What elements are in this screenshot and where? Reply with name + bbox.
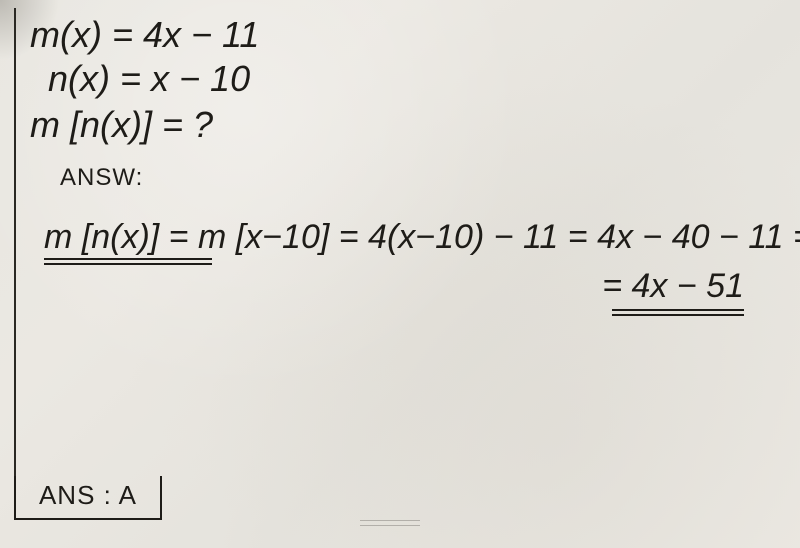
- margin-rule: [14, 8, 16, 478]
- handwritten-content: m(x) = 4x − 11 n(x) = x − 10 m [n(x)] = …: [30, 14, 784, 306]
- result-line: = 4x − 51: [30, 267, 744, 306]
- double-underline-result: [612, 309, 744, 316]
- equation-m-definition: m(x) = 4x − 11: [30, 14, 784, 56]
- answer-label: ANSW:: [60, 164, 784, 192]
- answer-box-text: ANS : A: [39, 480, 137, 511]
- equation-n-definition: n(x) = x − 10: [48, 58, 784, 100]
- equation-question: m [n(x)] = ?: [30, 104, 784, 146]
- work-text: m [n(x)] = m [x−10] = 4(x−10) − 11 = 4x …: [44, 218, 800, 256]
- answer-box: ANS : A: [14, 476, 162, 520]
- stray-mark: [360, 520, 420, 526]
- double-underline-lhs: [44, 258, 212, 265]
- work-line: m [n(x)] = m [x−10] = 4(x−10) − 11 = 4x …: [44, 218, 784, 257]
- result-text: = 4x − 51: [602, 267, 744, 305]
